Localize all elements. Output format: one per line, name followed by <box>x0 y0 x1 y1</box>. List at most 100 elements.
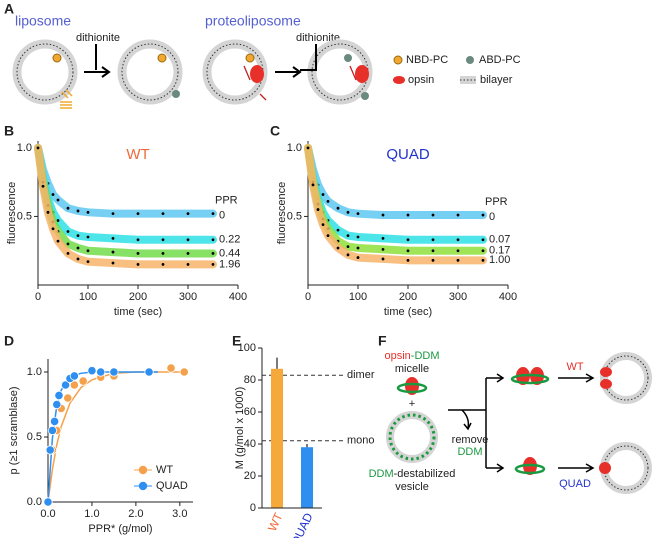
data-point <box>346 210 350 214</box>
series-label: 1.96 <box>219 258 240 270</box>
y-tick-label: 0.5 <box>27 431 42 443</box>
data-point <box>87 366 97 376</box>
bilayer <box>603 355 649 401</box>
x-axis-label: PPR* (g/mol) <box>88 523 152 535</box>
data-point <box>111 212 115 216</box>
data-point <box>356 246 360 250</box>
data-point <box>69 371 79 381</box>
data-point <box>111 250 115 254</box>
model-label: micelle <box>395 363 429 375</box>
data-point <box>356 235 360 239</box>
data-point <box>346 245 350 249</box>
data-point <box>51 227 55 231</box>
y-tick-label: 100 <box>238 342 256 354</box>
x-tick-label: 1.0 <box>84 508 99 520</box>
panel-label: A <box>4 1 14 17</box>
model-label: DDM-destabilized <box>369 468 456 480</box>
data-point <box>456 213 460 217</box>
bilayer <box>121 43 179 101</box>
data-point <box>96 367 106 377</box>
legend-swatch <box>393 55 403 65</box>
x-axis-label: time (sec) <box>114 306 162 318</box>
arrow <box>275 44 317 78</box>
legend-label: opsin <box>408 74 434 86</box>
model-text: -DDM <box>411 350 440 362</box>
y-tick-label: 1.0 <box>287 142 302 154</box>
data-point <box>186 212 190 216</box>
data-point <box>78 376 88 386</box>
bilayer <box>603 445 649 491</box>
data-point <box>86 260 90 264</box>
series-label: 0.22 <box>219 234 240 246</box>
data-point <box>431 238 435 242</box>
x-tick-label: WT <box>265 510 286 533</box>
chart-title: WT <box>126 146 149 163</box>
data-point <box>356 212 360 216</box>
y-axis-label: M (g/mol x 1000) <box>234 387 246 470</box>
data-point <box>456 258 460 262</box>
arrow <box>558 373 595 473</box>
opsin <box>600 379 612 389</box>
data-point <box>431 258 435 262</box>
data-point <box>45 445 55 455</box>
bar <box>271 368 283 508</box>
series-label: 1.00 <box>489 254 510 266</box>
schematic: liposome proteoliposome dithionite dithi… <box>12 13 521 109</box>
data-point <box>346 234 350 238</box>
series-label: 0.17 <box>489 245 510 257</box>
data-point <box>136 238 140 242</box>
data-point <box>326 199 330 203</box>
data-point <box>381 247 385 251</box>
panel-label: F <box>378 333 387 349</box>
model-text: -destabilized <box>394 468 456 480</box>
data-point <box>51 193 55 196</box>
x-tick-label: 0 <box>305 291 311 303</box>
x-tick-label: 400 <box>499 291 517 303</box>
panel-label: E <box>232 333 241 349</box>
data-point <box>136 252 140 255</box>
micelle <box>510 373 550 385</box>
data-point <box>41 184 45 188</box>
y-tick-label: 80 <box>244 374 256 386</box>
data-point <box>179 367 189 377</box>
data-point <box>336 228 340 232</box>
series-label: 0.07 <box>489 234 510 246</box>
x-tick-label: 0 <box>35 291 41 303</box>
x-tick-label: 0.0 <box>40 508 55 520</box>
data-point <box>211 212 215 216</box>
data-point <box>186 263 190 266</box>
data-point <box>321 223 325 227</box>
data-point <box>111 236 115 240</box>
data-point <box>186 238 190 242</box>
y-axis-label: fluorescence <box>6 182 18 244</box>
data-point <box>381 236 385 240</box>
data-point <box>56 198 60 202</box>
data-point <box>161 263 165 266</box>
data-point <box>76 234 80 238</box>
data-point <box>166 363 176 373</box>
data-point <box>336 206 340 210</box>
data-point <box>406 249 410 253</box>
data-point <box>306 146 310 150</box>
abd-lipid <box>344 54 352 62</box>
micelle <box>396 382 428 394</box>
chart-title: QUAD <box>386 146 430 163</box>
model-label: remove <box>452 434 489 446</box>
x-tick-label: 200 <box>129 291 147 303</box>
legend-label: WT <box>156 464 173 476</box>
data-point <box>161 212 165 216</box>
x-tick-label: 300 <box>179 291 197 303</box>
arrow <box>84 44 111 78</box>
data-point <box>481 258 485 262</box>
legend-label: bilayer <box>480 74 513 86</box>
model-text: opsin <box>384 350 410 362</box>
model-label: QUAD <box>559 478 591 490</box>
reference-label: dimer <box>347 369 375 381</box>
data-point <box>406 258 410 262</box>
y-tick-label: 0.0 <box>27 496 42 508</box>
data-point <box>481 213 485 217</box>
model: opsin-DDM micelle + DDM-destabilized ves… <box>369 350 652 494</box>
data-point <box>381 257 385 261</box>
data-point <box>86 235 90 239</box>
